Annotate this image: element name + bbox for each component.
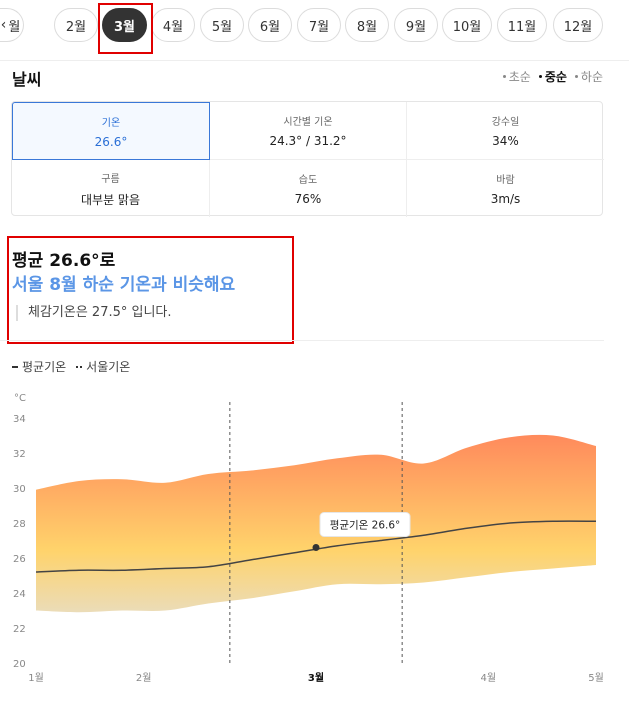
stat-value: 3m/s [490,192,521,206]
month-pill-12[interactable]: 12월 [553,8,603,42]
y-tick-label: 34 [13,414,26,425]
stat-value: 34% [492,134,519,148]
summary-feels-like: 체감기온은 27.5° 입니다. [16,305,172,321]
bullet-icon [538,75,542,78]
month-pill-5[interactable]: 5월 [200,8,244,42]
summary-average: 평균 26.6°로 [12,251,116,271]
chevron-left-icon: ‹ [0,17,7,33]
month-pill-4[interactable]: 4월 [151,8,195,42]
period-tabs: 초순 중순 하순 [502,68,603,85]
summary-highlight [7,236,294,344]
tab-early-label: 초순 [508,70,531,84]
month-pill-6[interactable]: 6월 [248,8,292,42]
legend-seoul-label: 서울기온 [86,360,131,374]
solid-line-icon [12,365,18,368]
month-pill-3[interactable]: 3월 [102,8,147,42]
weather-title: 날씨 [12,70,42,89]
legend-avg-label: 평균기온 [22,360,67,374]
month-pill-11[interactable]: 11월 [497,8,547,42]
bullet-icon [574,75,578,78]
stat-humidity[interactable]: 습도 76% [210,160,407,217]
x-tick-label: 5월 [588,672,604,684]
stat-cloud[interactable]: 구름 대부분 맑음 [12,160,210,217]
x-tick-label: 1월 [28,672,44,684]
y-unit-label: °C [14,393,26,404]
month-pill-9[interactable]: 9월 [394,8,438,42]
stat-label: 바람 [496,175,515,186]
y-tick-label: 30 [13,484,26,495]
month-back-label: 월 [8,19,21,35]
y-tick-label: 26 [13,554,26,565]
stat-label: 구름 [101,173,120,185]
stat-label: 기온 [101,117,121,129]
divider [0,60,629,61]
dotted-line-icon [76,365,83,368]
month-back-button[interactable]: ‹ 월 [0,8,24,42]
stat-value: 24.3° / 31.2° [269,134,347,148]
y-tick-label: 20 [13,659,26,670]
stat-wind[interactable]: 바람 3m/s [407,160,604,217]
stat-value: 76% [294,192,322,206]
stat-label: 시간별 기온 [283,117,333,128]
month-pill-2[interactable]: 2월 [54,8,98,42]
average-point [312,544,320,551]
callout-box [319,512,411,537]
stat-label: 습도 [298,175,318,186]
summary-comparison: 서울 8월 하순 기온과 비슷해요 [12,275,236,295]
stat-temperature[interactable]: 기온 26.6° [12,102,210,160]
selected-month-highlight [98,3,153,54]
y-tick-label: 28 [13,519,26,530]
tab-mid[interactable]: 중순 [538,68,567,85]
x-tick-label: 2월 [136,672,152,684]
stat-label: 강수일 [491,117,520,128]
callout-label: 평균기온 26.6° [330,520,401,532]
month-pill-7[interactable]: 7월 [297,8,341,42]
tab-late-label: 하순 [580,70,603,84]
stat-value: 26.6° [94,134,128,149]
month-pill-8[interactable]: 8월 [345,8,389,42]
stat-precipitation-days[interactable]: 강수일 34% [407,102,604,160]
legend-seoul: 서울기온 [76,358,130,375]
chart-legend: 평균기온 서울기온 [12,358,130,375]
tab-mid-label: 중순 [544,70,567,84]
y-tick-label: 22 [13,624,26,635]
tab-late[interactable]: 하순 [574,68,603,85]
y-tick-label: 32 [13,449,26,460]
stat-hourly-temperature[interactable]: 시간별 기온 24.3° / 31.2° [210,102,407,160]
x-tick-label: 4월 [481,672,497,684]
month-pill-10[interactable]: 10월 [442,8,492,42]
month-selector: ‹ 월 2월 3월 4월 5월 6월 7월 8월 9월 10월 11월 12월 [0,0,629,56]
divider [0,340,604,341]
weather-stats-grid: 기온 26.6° 시간별 기온 24.3° / 31.2° 강수일 34% 구름… [11,101,604,217]
x-tick-label: 3월 [308,672,324,684]
bullet-icon [502,75,506,78]
y-tick-label: 24 [13,589,26,600]
temperature-chart: °C 20 22 24 26 28 30 32 34 평균기온 26.6° 1월 2월 3월 4월 5월 [13,393,604,684]
legend-avg: 평균기온 [12,358,66,375]
tab-early[interactable]: 초순 [502,68,531,85]
stat-value: 대부분 맑음 [80,192,140,207]
